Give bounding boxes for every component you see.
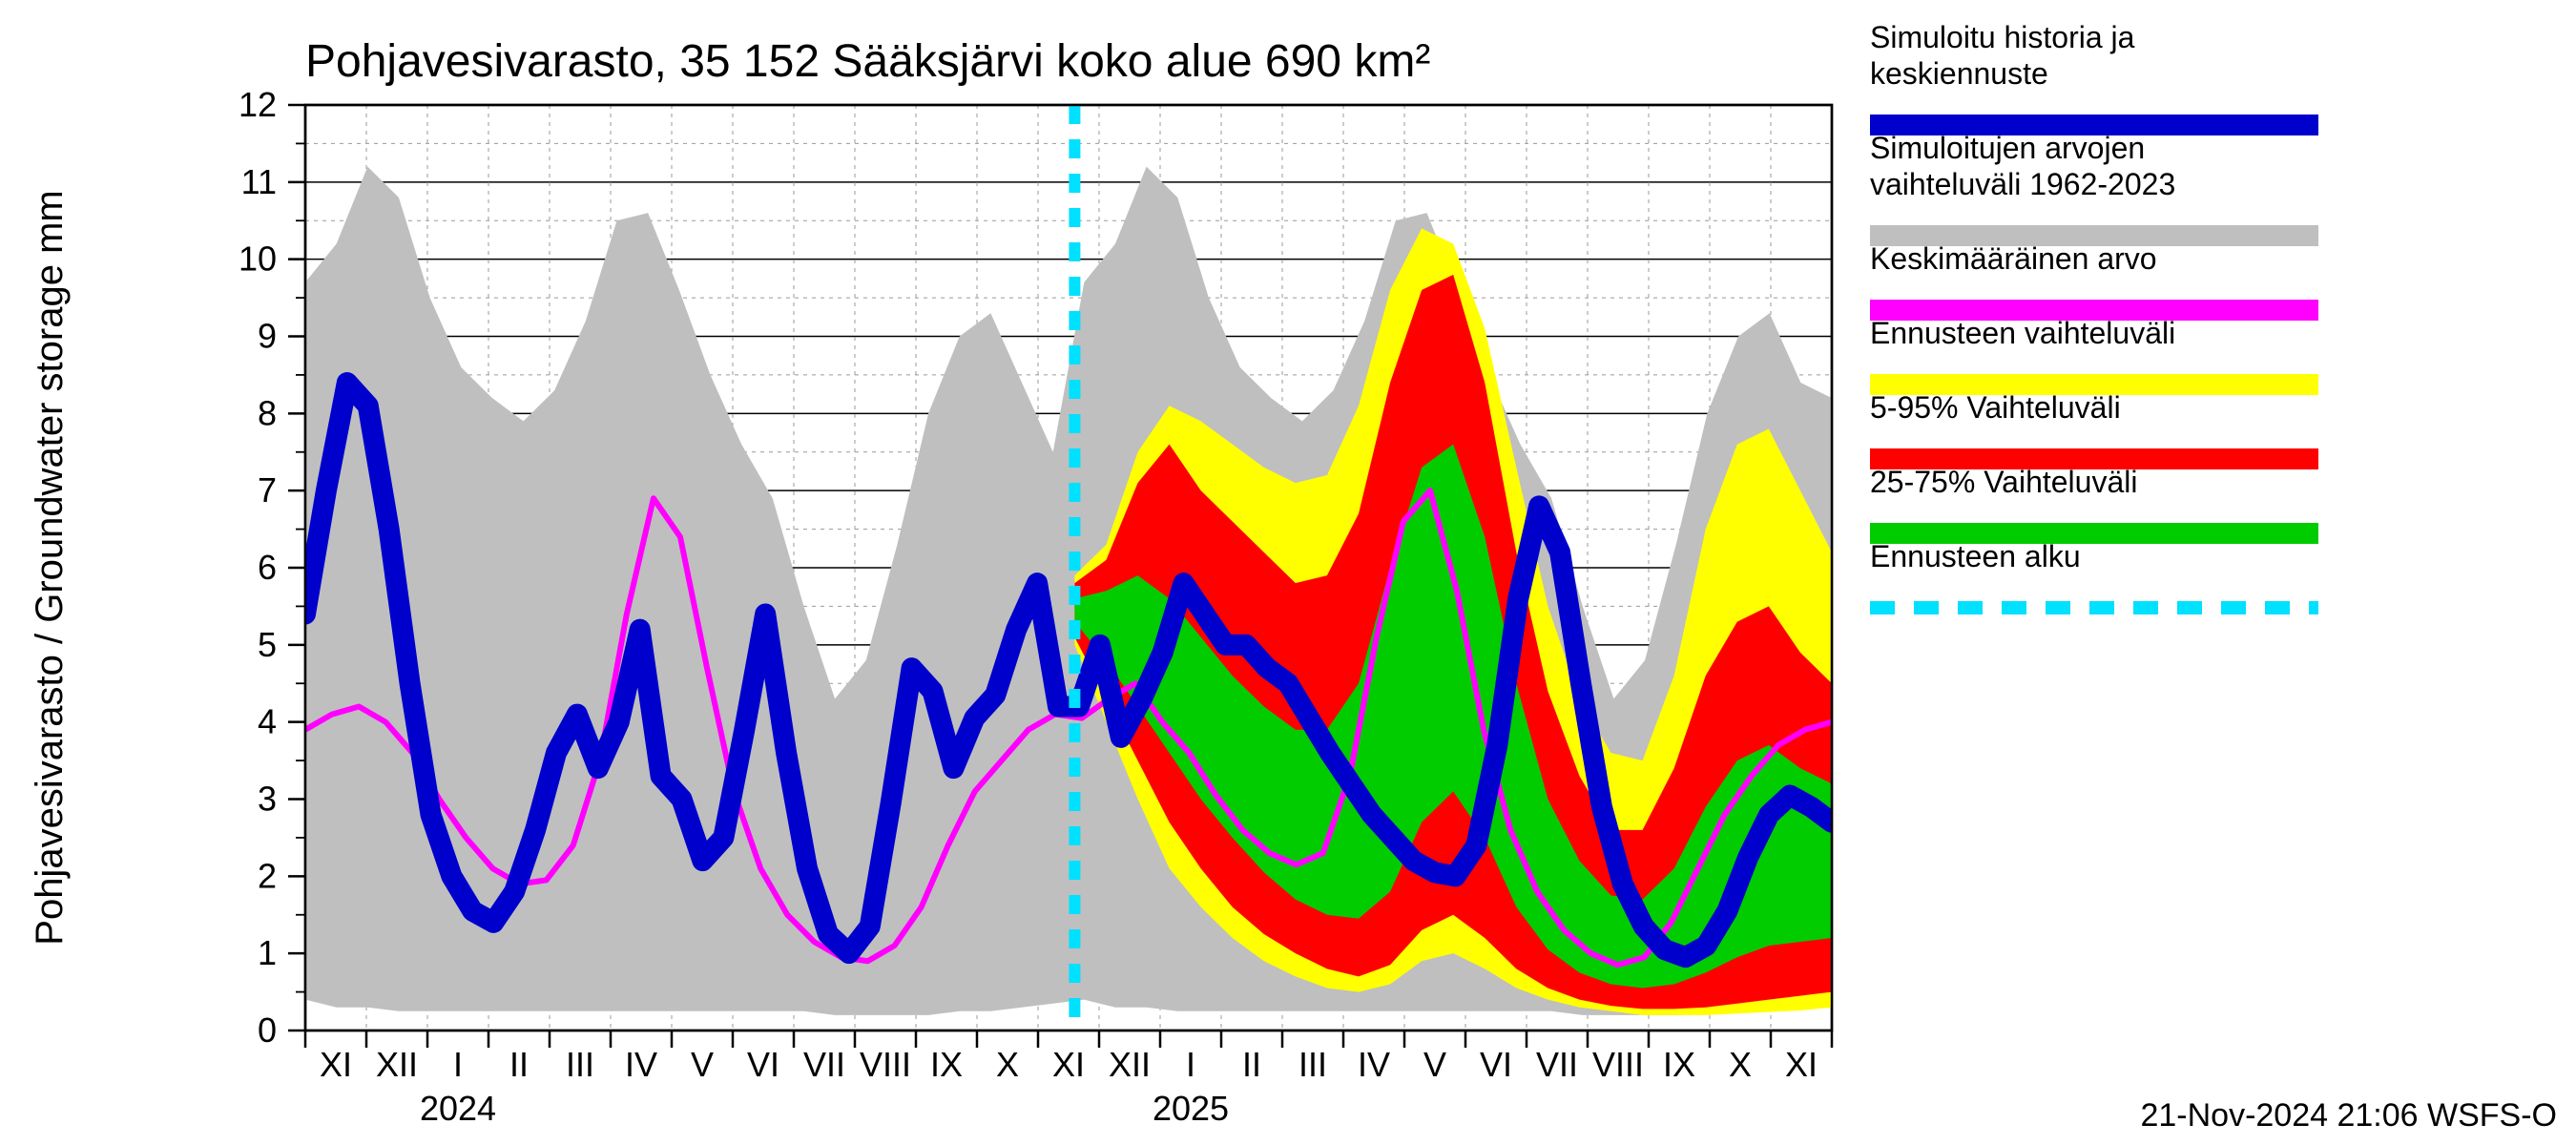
legend-label: Keskimääräinen arvo <box>1870 241 2157 276</box>
y-tick-label: 3 <box>258 780 277 819</box>
y-tick-label: 8 <box>258 393 277 432</box>
y-tick-label: 12 <box>239 85 277 124</box>
legend-label: 5-95% Vaihteluväli <box>1870 390 2121 425</box>
x-tick-label: V <box>691 1045 714 1084</box>
y-tick-label: 11 <box>241 162 277 201</box>
x-tick-label: V <box>1423 1045 1446 1084</box>
legend-label: vaihteluväli 1962-2023 <box>1870 167 2175 201</box>
x-tick-label: VI <box>1480 1045 1512 1084</box>
x-tick-label: VII <box>803 1045 845 1084</box>
x-year-label: 2025 <box>1153 1089 1229 1128</box>
x-tick-label: III <box>566 1045 594 1084</box>
x-tick-label: III <box>1298 1045 1327 1084</box>
x-tick-label: VII <box>1536 1045 1578 1084</box>
x-tick-label: X <box>1729 1045 1752 1084</box>
x-tick-label: VI <box>747 1045 779 1084</box>
legend-label: keskiennuste <box>1870 56 2048 91</box>
x-tick-label: X <box>996 1045 1019 1084</box>
legend-label: Simuloitu historia ja <box>1870 20 2135 54</box>
chart-title: Pohjavesivarasto, 35 152 Sääksjärvi koko… <box>305 36 1430 87</box>
chart-svg: 0123456789101112XIXIIIIIIIIIVVVIVIIVIIII… <box>0 0 2576 1145</box>
y-tick-label: 6 <box>258 548 277 587</box>
y-tick-label: 5 <box>258 625 277 664</box>
y-tick-label: 7 <box>258 470 277 510</box>
footer-text: 21-Nov-2024 21:06 WSFS-O <box>2140 1097 2557 1134</box>
x-tick-label: XII <box>1109 1045 1151 1084</box>
legend-label: Ennusteen alku <box>1870 539 2081 573</box>
x-tick-label: VIII <box>1592 1045 1644 1084</box>
legend-label: Ennusteen vaihteluväli <box>1870 316 2175 350</box>
legend-label: Simuloitujen arvojen <box>1870 131 2145 165</box>
y-tick-label: 9 <box>258 317 277 356</box>
x-tick-label: XII <box>376 1045 418 1084</box>
x-tick-label: II <box>1242 1045 1261 1084</box>
y-tick-label: 0 <box>258 1010 277 1050</box>
x-tick-label: IX <box>1663 1045 1695 1084</box>
x-tick-label: XI <box>320 1045 352 1084</box>
x-tick-label: VIII <box>860 1045 911 1084</box>
legend-label: 25-75% Vaihteluväli <box>1870 465 2137 499</box>
x-tick-label: I <box>453 1045 463 1084</box>
x-year-label: 2024 <box>420 1089 496 1128</box>
y-tick-label: 1 <box>258 933 277 972</box>
x-tick-label: II <box>509 1045 529 1084</box>
y-axis-label: Pohjavesivarasto / Groundwater storage m… <box>29 190 71 945</box>
chart-container: 0123456789101112XIXIIIIIIIIIVVVIVIIVIIII… <box>0 0 2576 1145</box>
y-tick-label: 2 <box>258 856 277 895</box>
x-tick-label: XI <box>1785 1045 1818 1084</box>
y-tick-label: 4 <box>258 702 277 741</box>
x-tick-label: IX <box>930 1045 963 1084</box>
y-tick-label: 10 <box>239 239 277 279</box>
x-tick-label: I <box>1186 1045 1195 1084</box>
x-tick-label: IV <box>625 1045 657 1084</box>
x-tick-label: XI <box>1052 1045 1085 1084</box>
x-tick-label: IV <box>1358 1045 1390 1084</box>
